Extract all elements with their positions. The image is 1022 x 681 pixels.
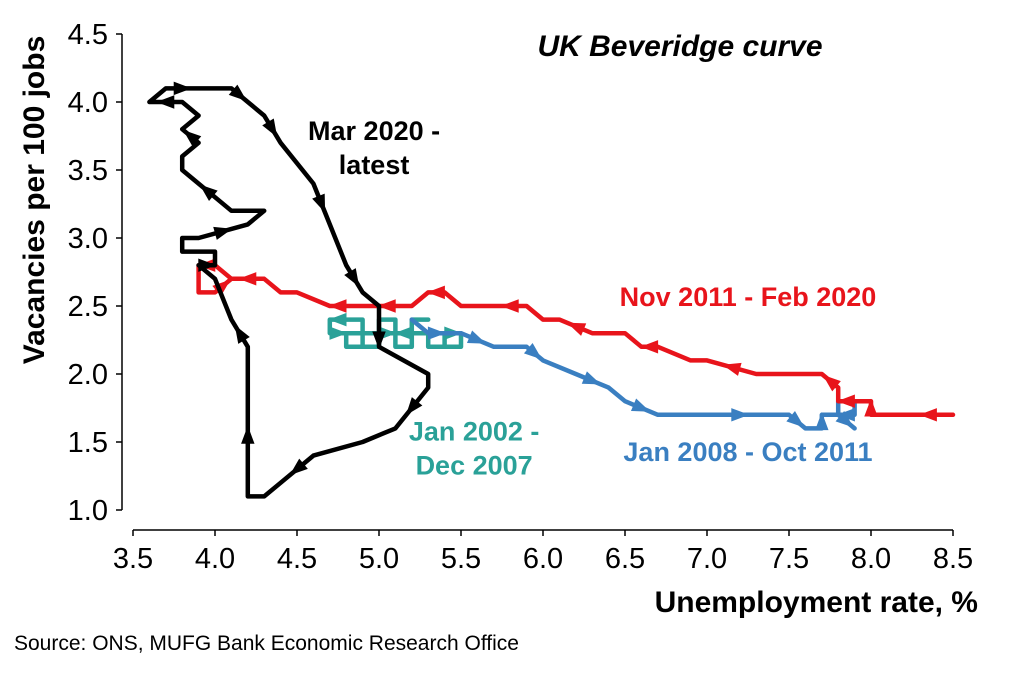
x-tick-label: 4.0	[195, 543, 235, 575]
series-arrow-marker	[377, 299, 396, 313]
source-note: Source: ONS, MUFG Bank Economic Research…	[14, 632, 519, 655]
y-tick-label: 2.0	[68, 359, 108, 391]
series-arrow-marker	[864, 398, 878, 417]
series-arrow-marker	[640, 340, 659, 354]
x-tick-label: 7.0	[687, 543, 727, 575]
series-4	[147, 81, 431, 499]
series-arrow-marker	[523, 343, 543, 360]
series-arrow-marker	[372, 331, 386, 350]
series-arrow-marker	[213, 226, 233, 240]
annotation-line: Nov 2011 - Feb 2020	[620, 282, 877, 312]
y-tick-label: 1.0	[68, 495, 108, 527]
y-tick-label: 4.5	[68, 19, 108, 51]
series-arrow-marker	[786, 411, 805, 428]
series-arrow-marker	[394, 326, 413, 340]
series-arrow-marker	[262, 118, 278, 138]
series-3	[196, 258, 956, 422]
series-1	[327, 312, 464, 350]
series-arrow-marker	[918, 408, 937, 422]
x-tick-label: 8.0	[851, 543, 891, 575]
series-arrow-marker	[567, 322, 587, 336]
series-arrow-marker	[183, 129, 202, 147]
x-tick-label: 3.5	[113, 543, 153, 575]
series-arrow-marker	[329, 326, 348, 340]
x-tick-label: 8.5	[933, 543, 973, 575]
series-arrow-marker	[500, 299, 519, 313]
x-tick-label: 4.5	[277, 543, 317, 575]
series-arrow-marker	[466, 330, 487, 344]
series-arrow-marker	[198, 258, 217, 272]
series-arrow-marker	[238, 272, 257, 286]
y-tick-label: 2.5	[68, 291, 108, 323]
x-tick-label: 5.0	[359, 543, 399, 575]
x-tick-label: 5.5	[441, 543, 481, 575]
x-tick-label: 6.0	[523, 543, 563, 575]
annotation-line: Jan 2002 -	[409, 417, 540, 447]
series-line	[196, 262, 956, 418]
series-arrow-marker	[344, 268, 360, 287]
series-arrow-marker	[156, 95, 175, 109]
x-ticks: 3.5 4.0 4.5 5.0 5.5 6.0 6.5 7.0 7.5 8.0 8.5	[113, 530, 973, 575]
annotation-line: Jan 2008 - Oct 2011	[623, 437, 872, 467]
annotation-line: latest	[339, 150, 410, 180]
series-arrow-marker	[427, 326, 446, 340]
y-tick-label: 3.0	[68, 223, 108, 255]
series-arrow-marker	[312, 193, 326, 213]
series-annotation: Jan 2002 - Dec 2007	[409, 417, 540, 481]
series-arrow-marker	[228, 84, 247, 102]
series-arrow-marker	[173, 81, 192, 96]
series-arrow-marker	[212, 279, 231, 297]
series-arrow-marker	[722, 362, 742, 376]
series-arrow-marker	[581, 371, 601, 385]
series-arrow-marker	[405, 397, 423, 416]
y-tick-label: 4.0	[68, 87, 108, 119]
x-tick-label: 7.5	[769, 543, 809, 575]
annotation-line: Mar 2020 -	[308, 116, 440, 146]
series-arrow-marker	[289, 458, 308, 476]
series-arrow-marker	[836, 394, 855, 408]
y-tick-label: 3.5	[68, 155, 108, 187]
annotation-layer: Mar 2020 - latest Nov 2011 - Feb 2020 Jan 2…	[308, 116, 876, 481]
y-tick-label: 1.5	[68, 427, 108, 459]
series-arrow-marker	[630, 398, 651, 412]
series-annotation: Jan 2008 - Oct 2011	[623, 437, 872, 467]
series-arrow-marker	[731, 408, 750, 422]
series-arrow-marker	[328, 299, 347, 313]
series-arrow-marker	[835, 411, 854, 428]
annotation-line: Dec 2007	[416, 451, 533, 481]
series-arrow-marker	[241, 425, 255, 444]
series-annotation: Mar 2020 - latest	[308, 116, 440, 180]
y-axis-title: Vacancies per 100 jobs	[18, 36, 51, 365]
series-arrow-marker	[328, 312, 347, 327]
series-2	[409, 317, 857, 431]
series-arrow-marker	[426, 285, 445, 300]
series-annotation: Nov 2011 - Feb 2020	[620, 282, 877, 312]
y-ticks: 1.0 1.5 2.0 2.5 3.0 3.5 4.0 4.5	[68, 19, 122, 527]
x-tick-label: 6.5	[605, 543, 645, 575]
x-axis-title: Unemployment rate, %	[655, 586, 978, 619]
series-arrow-marker	[815, 412, 829, 431]
series-arrow-marker	[199, 184, 218, 201]
series-layer	[147, 81, 956, 499]
chart-title: UK Beveridge curve	[537, 30, 822, 63]
series-arrow-marker	[234, 325, 250, 344]
series-arrow-marker	[822, 374, 841, 392]
